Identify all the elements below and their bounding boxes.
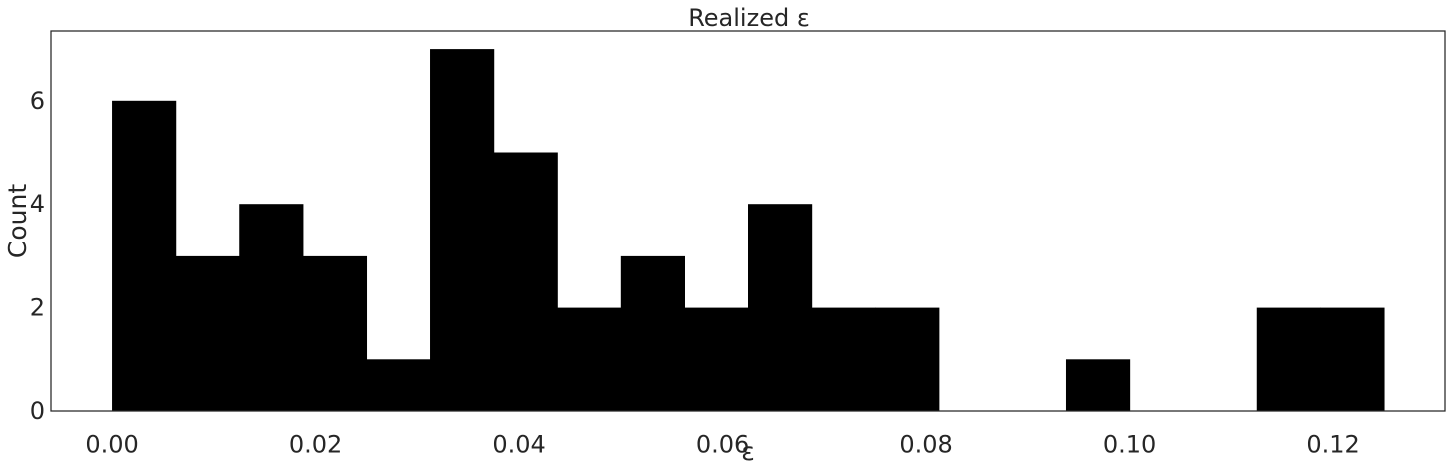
y-axis-label: Count <box>3 184 32 258</box>
x-tick-label: 0.02 <box>289 431 342 459</box>
x-tick-label: 0.00 <box>85 431 138 459</box>
histogram-bar <box>112 100 177 412</box>
histogram-bar <box>493 152 558 411</box>
histogram-bar <box>302 255 368 411</box>
y-tick-label: 4 <box>30 190 45 218</box>
histogram-bar <box>875 307 940 411</box>
histogram-bar <box>1320 307 1385 411</box>
bars-group <box>112 49 1385 412</box>
y-tick-label: 0 <box>30 397 45 425</box>
histogram-bar <box>1065 359 1131 411</box>
x-tick-label: 0.06 <box>696 431 749 459</box>
histogram-bar <box>1256 307 1321 411</box>
plot-frame <box>50 30 1446 412</box>
histogram-bar <box>430 49 495 411</box>
histogram-bar <box>748 204 813 411</box>
histogram-bar <box>366 359 431 411</box>
x-axis-ticks: 0.00 0.02 0.04 0.06 0.08 0.10 0.12 <box>85 431 1359 459</box>
histogram-bar <box>239 204 304 411</box>
histogram-bar <box>684 307 749 411</box>
x-tick-label: 0.10 <box>1103 431 1156 459</box>
x-tick-label: 0.04 <box>492 431 545 459</box>
x-tick-label: 0.12 <box>1306 431 1359 459</box>
y-axis-ticks: 0 2 4 6 <box>30 87 45 425</box>
histogram-bar <box>620 255 685 411</box>
chart-title: Realized ε <box>688 4 810 32</box>
y-tick-label: 2 <box>30 294 45 322</box>
x-tick-label: 0.08 <box>899 431 952 459</box>
x-axis-label: ε <box>741 437 755 466</box>
histogram-bar <box>811 307 876 411</box>
histogram-bar <box>175 255 240 411</box>
y-tick-label: 6 <box>30 87 45 115</box>
histogram-bar <box>557 307 622 411</box>
